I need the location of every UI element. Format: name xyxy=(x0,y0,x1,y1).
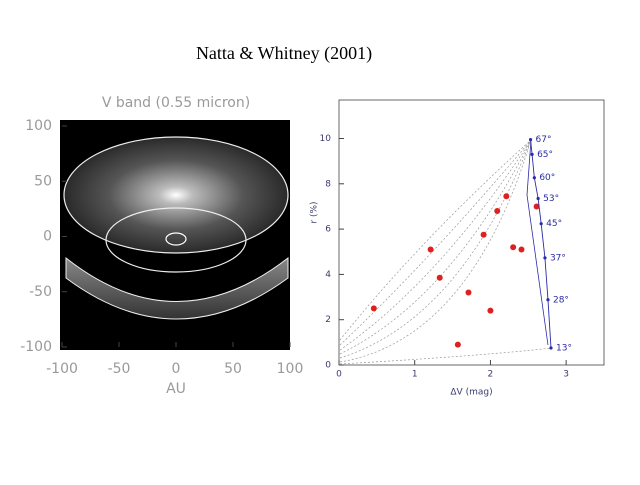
data-point xyxy=(436,274,443,281)
point-label: 13° xyxy=(556,344,572,354)
x-tick-label: 2 xyxy=(488,370,494,380)
data-point xyxy=(480,231,487,238)
model-point xyxy=(536,196,540,201)
y-tick-label: 0 xyxy=(43,229,52,245)
x-tick-label: -100 xyxy=(46,361,78,377)
point-label: 45° xyxy=(546,219,562,229)
x-axis-label: ΔV (mag) xyxy=(450,388,492,398)
x-tick-label: 100 xyxy=(277,361,304,377)
disk-image xyxy=(60,120,290,350)
x-tick-label: -50 xyxy=(108,361,131,377)
point-label: 65° xyxy=(537,150,553,160)
data-point xyxy=(494,207,501,214)
model-point xyxy=(532,176,536,180)
model-track xyxy=(530,139,552,349)
model-point xyxy=(528,138,533,142)
x-tick-label: 0 xyxy=(172,361,181,377)
y-tick-label: 100 xyxy=(25,118,52,134)
point-label: 37° xyxy=(550,253,566,263)
x-tick-label: 1 xyxy=(412,370,418,380)
data-point xyxy=(427,246,434,253)
model-point xyxy=(530,152,534,156)
model-point xyxy=(549,346,553,350)
x-tick-label: 3 xyxy=(563,370,569,380)
x-tick-label: 50 xyxy=(224,361,242,377)
y-tick-label: 8 xyxy=(325,179,331,189)
chart-title: V band (0.55 micron) xyxy=(102,95,250,111)
point-label: 28° xyxy=(553,295,569,305)
x-tick-label: 0 xyxy=(336,370,342,380)
track-lines xyxy=(526,139,549,346)
x-axis-label: AU xyxy=(166,381,186,397)
y-tick-label: 4 xyxy=(325,270,331,280)
y-tick-label: 10 xyxy=(320,134,332,144)
data-point xyxy=(465,289,472,296)
point-label: 60° xyxy=(539,173,555,183)
data-point xyxy=(510,244,517,251)
point-label: 67° xyxy=(536,135,552,145)
y-tick-label: 50 xyxy=(34,173,52,189)
model-point xyxy=(539,222,543,226)
y-tick-label: 6 xyxy=(325,225,331,235)
model-point xyxy=(543,256,547,260)
data-point xyxy=(518,246,525,253)
point-label: 53° xyxy=(543,194,559,204)
data-point xyxy=(487,307,494,314)
model-curves xyxy=(339,139,553,365)
data-point xyxy=(370,305,377,312)
data-point xyxy=(503,193,510,200)
data-point xyxy=(454,341,461,348)
y-axis-label: r (%) xyxy=(310,201,320,223)
model-point xyxy=(546,298,550,302)
y-tick-label: -100 xyxy=(20,339,52,355)
y-tick-label: -50 xyxy=(29,284,52,300)
y-tick-label: 0 xyxy=(325,361,331,371)
plot-frame xyxy=(338,99,605,366)
y-tick-label: 2 xyxy=(325,315,331,325)
data-point xyxy=(533,203,540,210)
slide-title: Natta & Whitney (2001) xyxy=(196,43,372,64)
